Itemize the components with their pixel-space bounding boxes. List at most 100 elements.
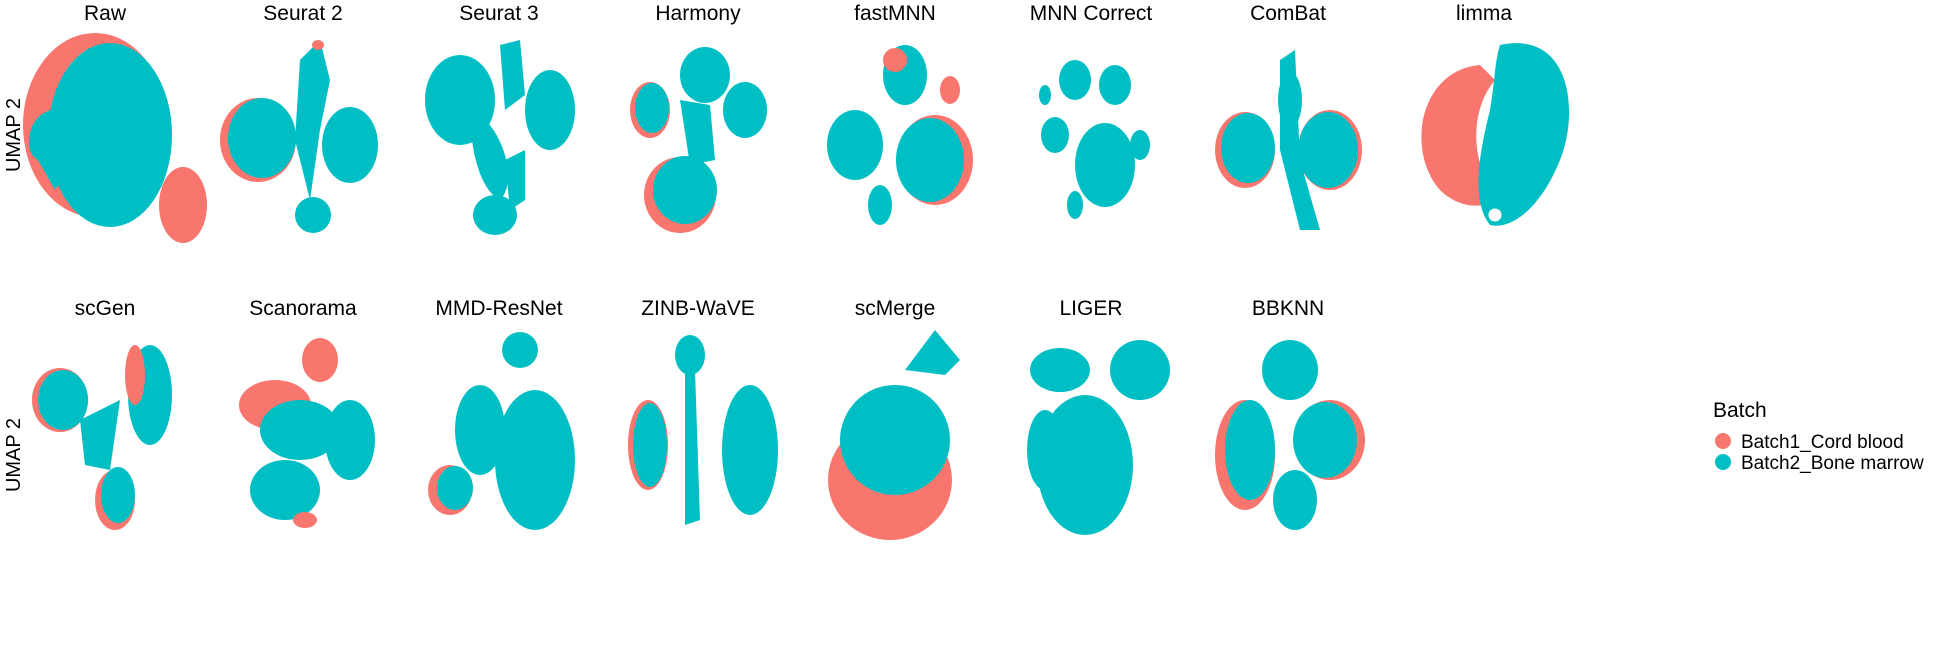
scanorama-blob-top-red: [302, 338, 338, 382]
fastmnn-blob-right: [896, 118, 964, 202]
legend-label-batch2: Batch2_Bone marrow: [1741, 453, 1924, 474]
legend-title: Batch: [1713, 399, 1767, 422]
scmerge-blob-cyan: [840, 385, 950, 495]
panel-scgen: [32, 345, 172, 530]
panel-title-mmd-resnet: MMD-ResNet: [435, 297, 562, 320]
panel-seurat-3: [425, 40, 575, 235]
scanorama-blob-right: [325, 400, 375, 480]
scgen-blob-bottom: [101, 467, 135, 523]
bbknn-blob-right: [1293, 402, 1357, 478]
mmd-blob-left: [455, 385, 505, 475]
limma-small-ring: [1485, 205, 1505, 225]
panel-scmerge: [828, 330, 960, 540]
panel-mnn-correct: [1039, 60, 1150, 219]
panel-seurat-2: [220, 40, 378, 233]
legend: Batch Batch1_Cord blood Batch2_Bone marr…: [1713, 399, 1924, 474]
panel-liger: [1027, 340, 1170, 535]
scmerge-blob-tip: [905, 330, 960, 375]
panel-titles: Raw Seurat 2 Seurat 3 Harmony fastMNN MN…: [75, 2, 1513, 320]
panel-harmony: [630, 47, 767, 233]
panel-combat: [1215, 50, 1362, 230]
liger-blob-upper-left: [1030, 348, 1090, 392]
panel-title-seurat-3: Seurat 3: [459, 2, 538, 25]
panel-title-raw: Raw: [84, 2, 127, 25]
fastmnn-blob-lower: [868, 185, 892, 225]
liger-blob-upper-right: [1110, 340, 1170, 400]
harmony-blob-top: [680, 47, 730, 103]
combat-blob-center: [1278, 72, 1302, 128]
raw-blob-cyan-main: [48, 43, 172, 227]
scanorama-blob-upper: [260, 400, 340, 460]
panel-scanorama: [239, 338, 375, 528]
seurat2-blob-left: [228, 98, 296, 178]
seurat2-blob-right: [322, 107, 378, 183]
seurat3-blob-stem: [505, 150, 525, 210]
y-axis-label-row-1: UMAP 2: [3, 98, 25, 172]
panel-mmd-resnet: [428, 332, 575, 530]
panel-zinb-wave: [628, 335, 778, 525]
fastmnn-blob-top-red: [883, 48, 907, 72]
legend-swatch-batch2: [1715, 454, 1731, 470]
limma-blob-cyan: [1478, 43, 1570, 226]
bbknn-blob-bottom: [1273, 470, 1317, 530]
bbknn-blob-top: [1262, 340, 1318, 400]
mmd-blob-left-2: [437, 466, 473, 510]
zinb-blob-top: [675, 335, 705, 375]
limma-blob-red: [1421, 65, 1495, 206]
mmd-blob-main: [495, 390, 575, 530]
harmony-blob-bottom: [653, 156, 717, 224]
panel-title-fastmnn: fastMNN: [854, 2, 936, 25]
mnn-blob-upper-right: [1099, 65, 1131, 105]
scgen-blob-mid: [80, 400, 120, 470]
mnn-blob-left: [1041, 117, 1069, 153]
seurat3-blob-diag: [470, 110, 509, 200]
combat-blob-left: [1221, 113, 1275, 183]
panel-title-mnn-correct: MNN Correct: [1030, 2, 1153, 25]
panel-title-scgen: scGen: [75, 297, 136, 320]
harmony-blob-left: [635, 83, 669, 133]
panel-fastmnn: [827, 45, 973, 225]
panel-title-liger: LIGER: [1059, 297, 1122, 320]
panel-title-scmerge: scMerge: [855, 297, 936, 320]
legend-swatch-batch1: [1715, 433, 1731, 449]
mnn-blob-small-3: [1039, 85, 1051, 105]
panel-title-zinb-wave: ZINB-WaVE: [641, 297, 755, 320]
mnn-blob-top: [1059, 60, 1091, 100]
fastmnn-blob-far-red: [940, 76, 960, 104]
panel-title-bbknn: BBKNN: [1252, 297, 1324, 320]
scanorama-blob-bottom-red: [293, 512, 317, 528]
mnn-blob-small-2: [1067, 191, 1083, 219]
scgen-blob-right-red: [125, 345, 145, 405]
y-axis-label-row-2: UMAP 2: [3, 418, 25, 492]
panel-raw: [23, 33, 207, 243]
zinb-blob-left: [633, 403, 667, 487]
bbknn-blob-left: [1225, 400, 1275, 500]
seurat3-blob-right: [525, 70, 575, 150]
liger-blob-main: [1037, 395, 1133, 535]
panel-title-scanorama: Scanorama: [249, 297, 357, 320]
raw-blob-red-side: [159, 167, 207, 243]
fastmnn-blob-left: [827, 110, 883, 180]
mnn-blob-small-1: [1130, 130, 1150, 160]
panel-title-combat: ComBat: [1250, 2, 1326, 25]
seurat3-blob-bottom: [473, 195, 517, 235]
panel-bbknn: [1215, 340, 1365, 530]
scanorama-blob-lower: [250, 460, 320, 520]
legend-label-batch1: Batch1_Cord blood: [1741, 432, 1904, 453]
mmd-blob-top: [502, 332, 538, 368]
seurat2-blob-top-red: [312, 40, 324, 50]
harmony-blob-right: [723, 82, 767, 138]
panel-title-harmony: Harmony: [655, 2, 741, 25]
panel-limma: [1421, 43, 1570, 226]
seurat3-blob-top: [500, 40, 525, 110]
panel-title-limma: limma: [1456, 2, 1512, 25]
panel-title-seurat-2: Seurat 2: [263, 2, 342, 25]
zinb-blob-stem: [685, 370, 700, 525]
liger-blob-left: [1027, 410, 1063, 490]
zinb-blob-right: [722, 385, 778, 515]
harmony-blob-center: [680, 100, 715, 165]
seurat2-blob-center: [295, 40, 330, 200]
scgen-blob-left: [38, 370, 88, 430]
mnn-blob-center: [1075, 123, 1135, 207]
